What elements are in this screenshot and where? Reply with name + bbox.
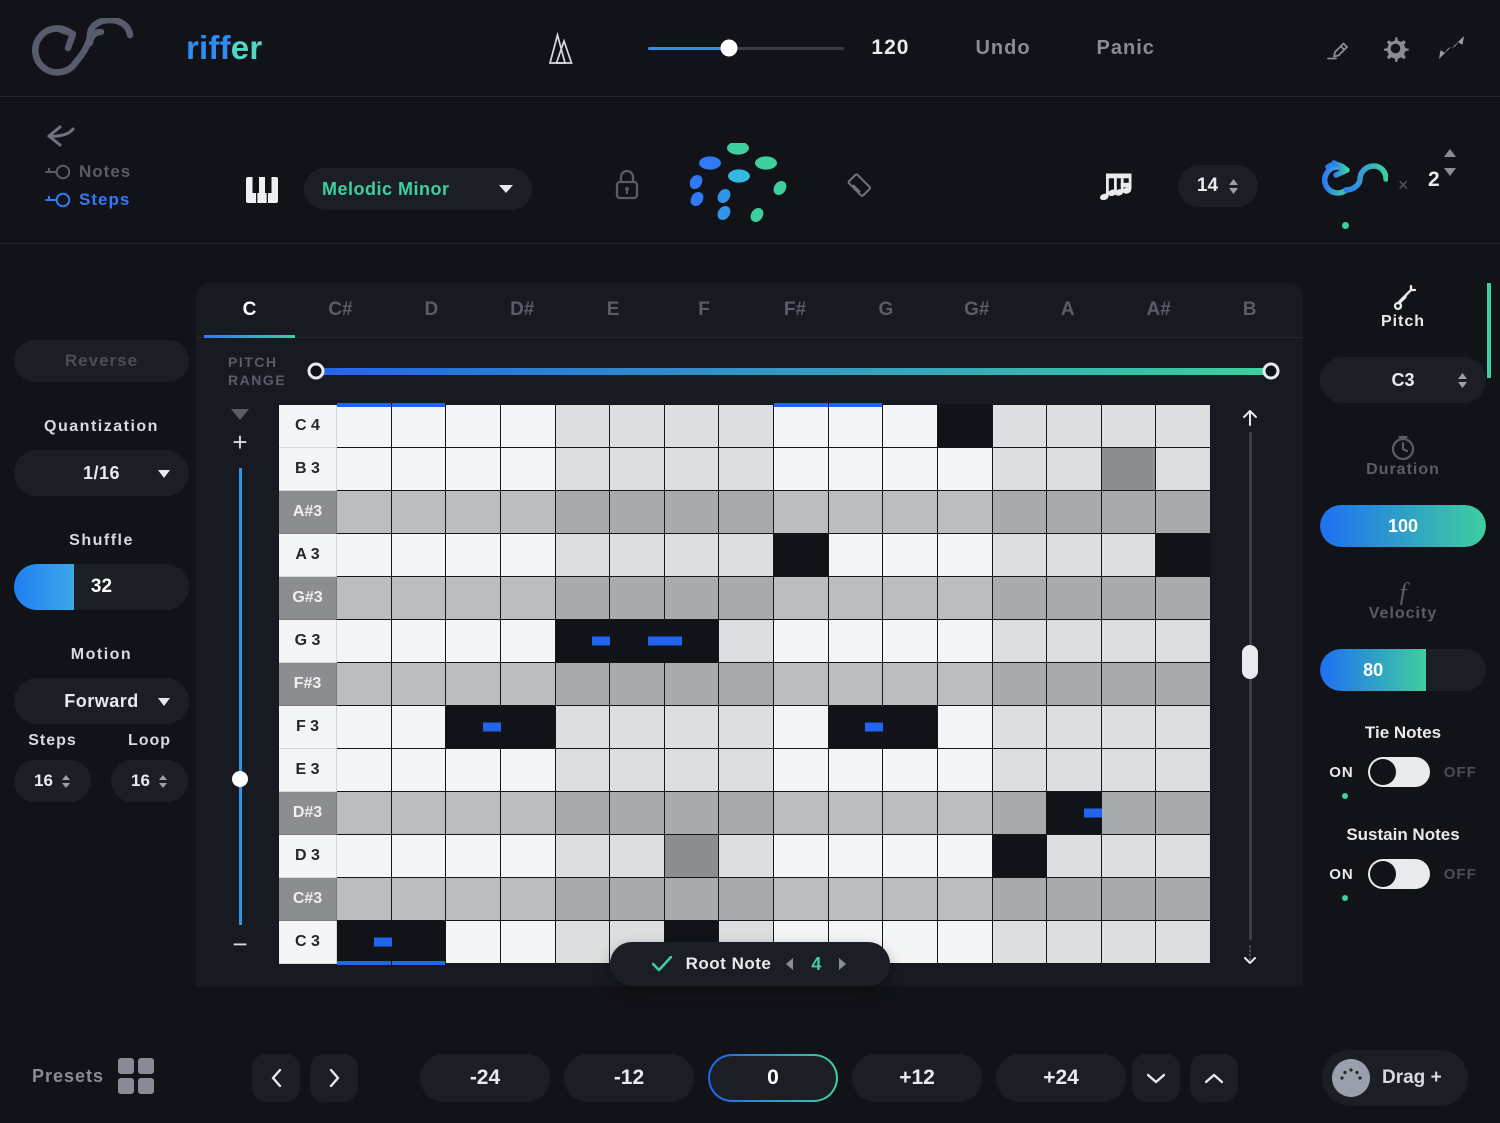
svg-text:f: f — [1399, 579, 1410, 605]
